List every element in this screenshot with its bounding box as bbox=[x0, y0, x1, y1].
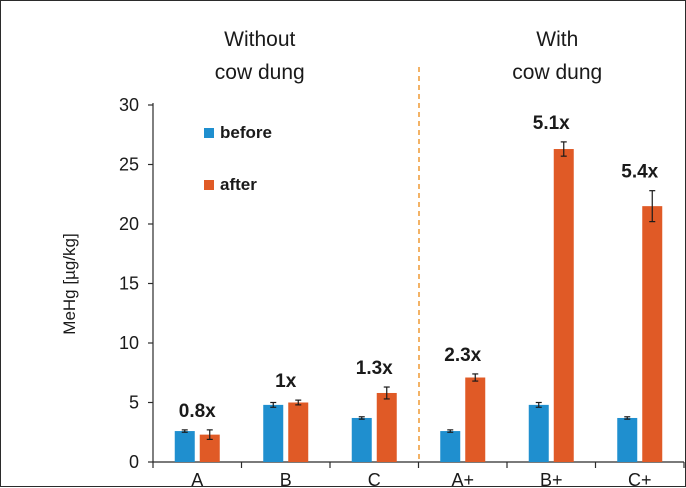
bar-before bbox=[528, 404, 549, 462]
x-tick-label: B+ bbox=[540, 470, 563, 488]
x-tick-label: C+ bbox=[628, 470, 652, 488]
legend-swatch-after bbox=[204, 180, 214, 190]
legend-label-after: after bbox=[220, 175, 257, 194]
ratio-label: 2.3x bbox=[444, 345, 481, 366]
y-tick-label: 30 bbox=[119, 95, 139, 115]
y-tick-label: 15 bbox=[119, 274, 139, 294]
group-title-line2: cow dung bbox=[215, 61, 305, 84]
legend-label-before: before bbox=[220, 123, 272, 142]
x-tick-label: C bbox=[368, 470, 381, 488]
bar-before bbox=[174, 431, 195, 462]
y-tick-label: 20 bbox=[119, 214, 139, 234]
bar-before bbox=[617, 417, 638, 462]
bar-after bbox=[465, 377, 486, 462]
ratio-label: 5.1x bbox=[533, 113, 570, 134]
x-tick-label: B bbox=[280, 470, 292, 488]
x-tick-label: A bbox=[191, 470, 203, 488]
group-title-line1: With bbox=[536, 28, 578, 51]
bars bbox=[174, 141, 663, 462]
bar-before bbox=[351, 417, 372, 462]
y-tick-label: 25 bbox=[119, 155, 139, 175]
ratio-label: 1.3x bbox=[356, 358, 393, 379]
bar-after bbox=[288, 402, 309, 462]
y-tick-label: 10 bbox=[119, 333, 139, 353]
bar-before bbox=[263, 404, 284, 462]
legend-swatch-before bbox=[204, 128, 214, 138]
group-title-line1: Without bbox=[224, 28, 295, 51]
bar-before bbox=[440, 431, 461, 462]
y-tick-label: 0 bbox=[129, 452, 139, 472]
bar-after bbox=[642, 206, 663, 462]
bar-after bbox=[376, 392, 397, 462]
x-tick-label: A+ bbox=[451, 470, 474, 488]
labels: Without cow dung With cow dung 0.8x 1x 1.3x 2.3… bbox=[179, 28, 659, 422]
ratio-label: 0.8x bbox=[179, 401, 216, 422]
ratio-label: 1x bbox=[275, 371, 297, 392]
ratio-label: 5.4x bbox=[621, 162, 658, 183]
y-axis-label: MeHg [µg/kg] bbox=[60, 233, 79, 334]
group-title-line2: cow dung bbox=[512, 61, 602, 84]
y-tick-label: 5 bbox=[129, 393, 139, 413]
bar-after bbox=[553, 149, 574, 462]
bar-after bbox=[199, 434, 220, 462]
axes: 0 5 10 15 20 25 30 A B C A+ B+ C+ MeHg [µg/kg] bbox=[60, 67, 685, 488]
